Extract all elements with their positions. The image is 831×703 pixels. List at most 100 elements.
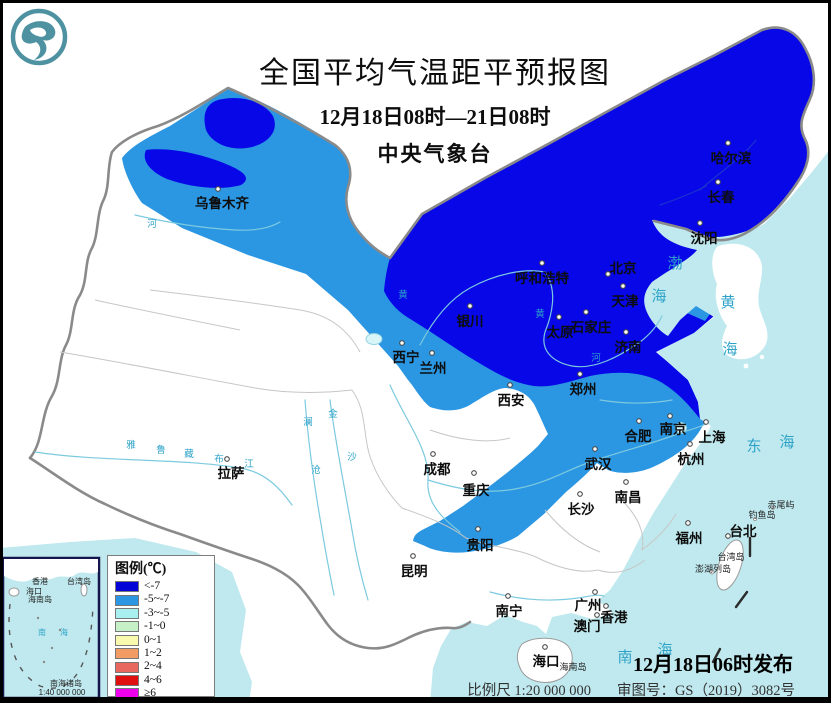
province-border xyxy=(94,299,241,331)
sea-name-char: 东 xyxy=(746,438,761,455)
legend-color-swatch xyxy=(115,581,139,593)
inset-label: 台湾岛 xyxy=(67,576,91,586)
city-dot xyxy=(577,491,583,497)
river-name-char: 金 xyxy=(328,408,338,420)
sea-name-char: 海 xyxy=(779,434,794,451)
river-huai xyxy=(599,399,673,404)
city-dot xyxy=(429,350,435,356)
city-label: 广州 xyxy=(575,597,602,613)
inset-label: 1:40 000 000 xyxy=(39,688,86,697)
tai-lake xyxy=(675,422,687,434)
legend-color-swatch xyxy=(115,661,139,673)
legend-color-swatch xyxy=(115,634,139,646)
qinghai-lake xyxy=(365,333,383,345)
legend-title: 图例(℃) xyxy=(115,562,167,577)
city-dot xyxy=(667,413,673,419)
city-label: 天津 xyxy=(612,293,640,309)
sea-name-char: 黄 xyxy=(720,294,735,311)
city-label: 成都 xyxy=(424,461,451,477)
inset-label: 海口 xyxy=(26,586,42,596)
city-dot xyxy=(471,470,477,476)
city-dot xyxy=(594,612,600,618)
city-label: 杭州 xyxy=(678,451,705,467)
river-name-char: 雅 xyxy=(126,439,136,451)
city-dot xyxy=(725,140,731,146)
inset-nine-dash-line xyxy=(8,603,94,689)
island-label: 钓鱼岛 xyxy=(748,509,775,520)
city-label: 乌鲁木齐 xyxy=(195,195,249,211)
city-dot xyxy=(507,382,513,388)
river-yangtze xyxy=(427,423,707,492)
river-name-char: 藏 xyxy=(184,448,194,460)
inset-label: 香港 xyxy=(32,576,48,586)
zone-below-minus7-altai-patch xyxy=(204,97,275,149)
legend-item: <-7 xyxy=(115,580,214,593)
sea-name-char: 南 xyxy=(617,649,632,666)
legend-item-label: 1~2 xyxy=(144,646,162,659)
province-border xyxy=(597,559,646,573)
city-label: 南昌 xyxy=(615,489,642,505)
city-dot xyxy=(603,603,609,609)
legend-color-swatch xyxy=(115,648,139,660)
city-dot xyxy=(583,309,589,315)
frame-border-left xyxy=(0,0,3,703)
river-nen xyxy=(659,185,707,206)
island-label: 澎湖列岛 xyxy=(695,563,731,574)
zone-below-minus7-main xyxy=(384,27,814,420)
river-name-char: 布 xyxy=(214,453,224,465)
river-name-char: 沙 xyxy=(347,452,357,463)
legend-item: 4~6 xyxy=(115,674,214,687)
province-border xyxy=(401,507,599,572)
city-label: 香港 xyxy=(600,609,629,625)
inset-island-dot xyxy=(42,660,46,664)
island-label: 台湾岛 xyxy=(717,551,744,562)
logo-swirl-inner xyxy=(30,27,47,37)
legend-item: -5~-7 xyxy=(115,593,214,606)
frame-border-top xyxy=(0,0,831,3)
inset-island-dot xyxy=(58,628,62,632)
city-label: 海口 xyxy=(533,653,560,669)
city-dot xyxy=(636,418,642,424)
river-yellow xyxy=(419,270,663,368)
legend-item-label: 0~1 xyxy=(144,633,162,646)
city-label: 西安 xyxy=(498,392,525,408)
penghu-islands xyxy=(709,569,715,575)
city-label: 长春 xyxy=(708,189,736,205)
inset-label: 海南岛 xyxy=(28,594,52,604)
city-dot xyxy=(715,179,721,185)
legend-item-label: 4~6 xyxy=(144,673,162,686)
river-name-char: 黄 xyxy=(535,308,545,320)
city-label: 武汉 xyxy=(585,456,613,472)
city-dot xyxy=(556,314,562,320)
legend-color-swatch xyxy=(115,621,139,633)
boundary-dash-mark xyxy=(711,647,722,664)
legend-item: 0~1 xyxy=(115,634,214,647)
boundary-dash-mark xyxy=(734,590,749,609)
river-name-char: 河 xyxy=(591,352,601,364)
river-songhua xyxy=(699,139,757,191)
chiwei-islet xyxy=(771,506,775,510)
korea-island xyxy=(743,363,749,369)
inset-label: 南海诸岛 xyxy=(50,678,82,688)
city-dot xyxy=(623,329,629,335)
japan-coast-fragment xyxy=(817,16,831,62)
legend-item-label: -3~-5 xyxy=(144,606,170,619)
city-label: 济南 xyxy=(615,339,642,355)
inset-island-dot xyxy=(50,646,54,650)
city-label: 呼和浩特 xyxy=(515,270,569,286)
city-label: 合肥 xyxy=(625,428,653,444)
sea-name-char: 海 xyxy=(657,642,672,659)
city-label: 贵阳 xyxy=(467,537,494,553)
korea-island xyxy=(759,354,765,360)
city-label: 哈尔滨 xyxy=(711,150,752,166)
city-label: 郑州 xyxy=(570,381,597,397)
cma-logo xyxy=(10,8,68,66)
sea-labels: 渤海 黄海东 海南海 xyxy=(617,255,794,666)
city-label: 石家庄 xyxy=(570,319,612,335)
island-label: 赤尾屿 xyxy=(767,500,794,510)
diaoyu-island xyxy=(752,516,758,522)
legend-item: 2~4 xyxy=(115,660,214,673)
city-label: 昆明 xyxy=(401,564,428,579)
sea-name-char: 渤 xyxy=(667,255,682,272)
city-dot xyxy=(430,451,436,457)
